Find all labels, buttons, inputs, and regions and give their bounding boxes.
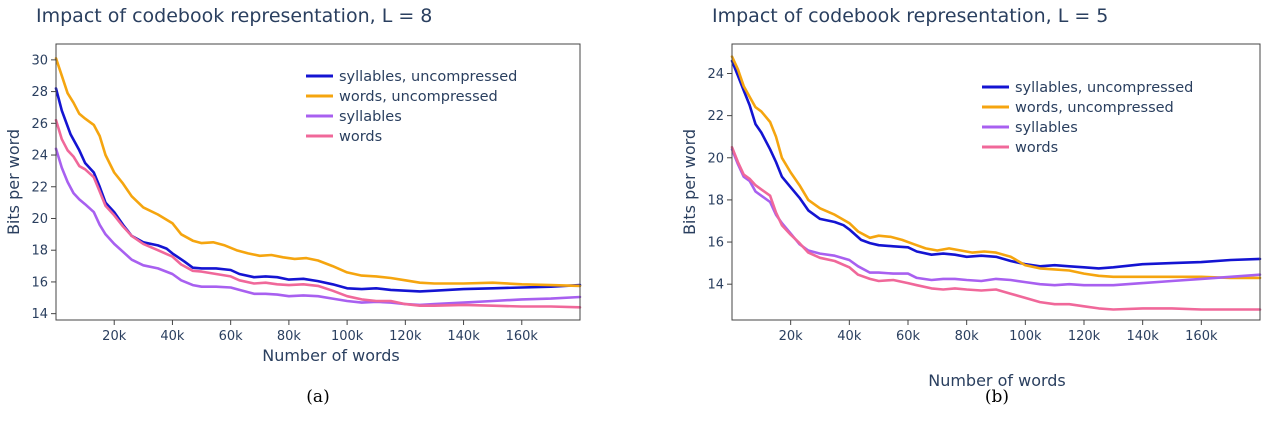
panel-caption: (b) (985, 387, 1009, 407)
x-tick-label: 80k (955, 329, 980, 344)
x-tick-label: 20k (102, 329, 127, 344)
x-tick-label: 120k (389, 329, 422, 344)
legend-entry: words (339, 129, 382, 145)
y-axis-label: Bits per word (4, 129, 23, 235)
legend-entry: syllables, uncompressed (1015, 80, 1193, 96)
y-tick-label: 20 (707, 151, 724, 166)
y-tick-label: 14 (31, 307, 48, 322)
x-tick-label: 60k (896, 329, 921, 344)
legend-entry: words, uncompressed (1015, 100, 1174, 116)
plot-frame (731, 43, 1261, 321)
chart-title: Impact of codebook representation, L = 8 (36, 5, 432, 27)
series-line-3 (730, 145, 1262, 311)
y-tick-label: 30 (31, 53, 48, 68)
chart-panel-b: Impact of codebook representation, L = 5… (680, 5, 1262, 407)
x-tick-label: 100k (331, 329, 364, 344)
series-line-1 (54, 57, 582, 288)
y-tick-label: 16 (707, 236, 724, 251)
panel-caption: (a) (306, 387, 329, 407)
legend-entry: words, uncompressed (339, 89, 498, 105)
y-tick-label: 26 (31, 117, 48, 132)
x-tick-label: 40k (160, 329, 185, 344)
series-layer (730, 55, 1262, 311)
legend: syllables, uncompressed words, uncompress… (982, 80, 1193, 156)
axis-ticks: 20k 40k 60k 80k 100k 120k 140k 160k 14 16 18 20 22 24 (707, 67, 1218, 344)
y-tick-label: 24 (31, 149, 48, 164)
series-line-2 (730, 148, 1262, 287)
x-tick-label: 20k (779, 329, 804, 344)
y-tick-label: 20 (31, 212, 48, 227)
series-line-0 (54, 87, 582, 293)
x-tick-label: 40k (837, 329, 862, 344)
x-tick-label: 140k (1126, 329, 1159, 344)
chart-panel-a: Impact of codebook representation, L = 8… (4, 5, 582, 407)
chart-title: Impact of codebook representation, L = 5 (712, 5, 1108, 27)
axis-ticks: 20k 40k 60k 80k 100k 120k 140k 160k 14 16 18 20 22 24… (31, 53, 538, 344)
series-line-3 (54, 118, 582, 309)
x-tick-label: 60k (219, 329, 244, 344)
x-tick-label: 140k (447, 329, 480, 344)
legend-entry: words (1015, 140, 1058, 156)
x-tick-label: 100k (1009, 329, 1042, 344)
legend-entry: syllables (339, 109, 402, 125)
x-axis-label: Number of words (928, 371, 1066, 390)
y-tick-label: 22 (707, 109, 724, 124)
y-tick-label: 18 (31, 244, 48, 259)
x-tick-label: 80k (277, 329, 302, 344)
legend: syllables, uncompressed words, uncompress… (306, 69, 517, 145)
y-axis-label: Bits per word (680, 129, 699, 235)
x-tick-label: 120k (1068, 329, 1101, 344)
plot-frame (55, 43, 581, 321)
series-line-0 (730, 59, 1262, 270)
legend-entry: syllables (1015, 120, 1078, 136)
y-tick-label: 14 (707, 278, 724, 293)
legend-entry: syllables, uncompressed (339, 69, 517, 85)
y-tick-label: 18 (707, 193, 724, 208)
y-tick-label: 24 (707, 67, 724, 82)
y-tick-label: 16 (31, 275, 48, 290)
series-layer (54, 57, 582, 309)
y-tick-label: 28 (31, 85, 48, 100)
x-tick-label: 160k (1185, 329, 1218, 344)
y-tick-label: 22 (31, 180, 48, 195)
x-tick-label: 160k (506, 329, 539, 344)
series-line-1 (730, 55, 1262, 280)
x-axis-label: Number of words (262, 346, 400, 365)
